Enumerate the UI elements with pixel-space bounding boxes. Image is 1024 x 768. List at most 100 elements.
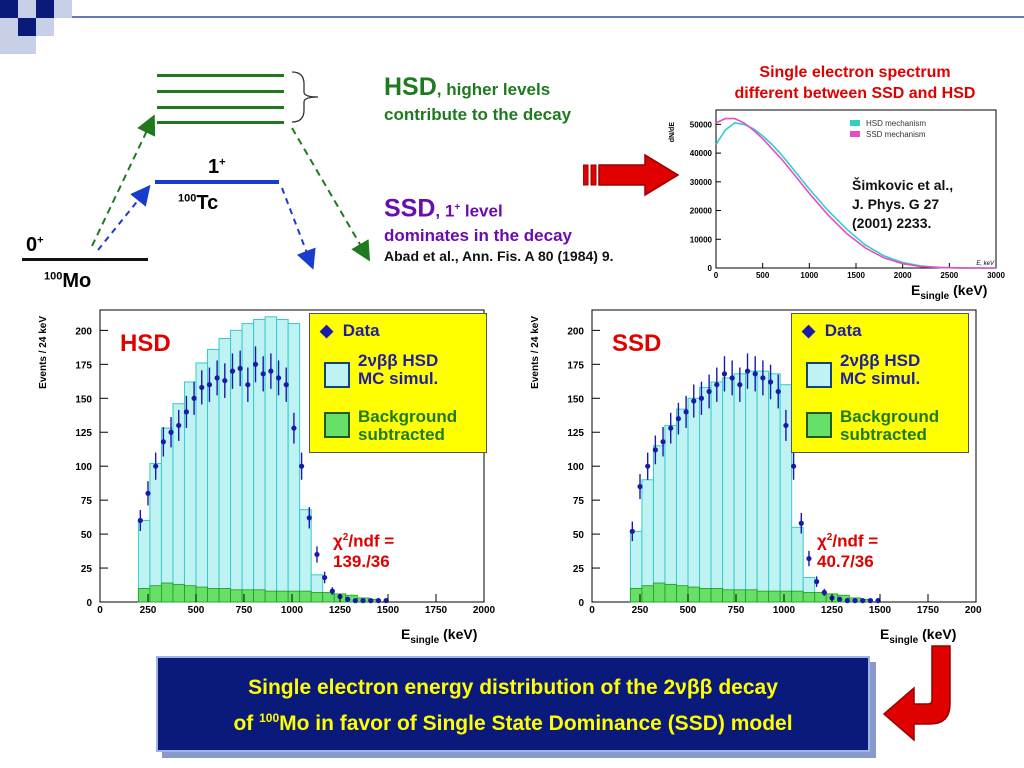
bg-swatch-icon [806, 412, 832, 438]
data-point [806, 555, 812, 562]
background-bar [676, 585, 689, 603]
ssd-legend: ◆ Data 2νββ HSD MC simul. Background subtr… [791, 313, 969, 453]
data-point [844, 598, 850, 604]
conclusion-banner: Single electron energy distribution of t… [156, 656, 870, 752]
x-tick-label: 1250 [821, 605, 844, 616]
legend-bg: Background subtracted [840, 407, 940, 444]
x-tick-label: 1750 [425, 605, 448, 616]
y-tick-label: 25 [573, 564, 585, 575]
legend-data: ◆ Data [802, 321, 862, 340]
x-tick-label: 1000 [800, 271, 818, 280]
mc-bar [664, 424, 677, 603]
red-arrow-icon [583, 153, 680, 197]
data-point [383, 598, 389, 604]
hsd-note: HSD, higher levels contribute to the dec… [384, 73, 572, 124]
background-bar [218, 588, 231, 603]
mc-swatch-icon [324, 362, 350, 388]
x-tick-label: 750 [728, 605, 745, 616]
legend-swatch [850, 131, 860, 137]
data-point [721, 371, 728, 377]
background-bar [310, 592, 324, 603]
higher-level-line [157, 121, 284, 124]
series-line-ssd [715, 117, 996, 269]
data-point [352, 598, 358, 604]
tc-level-line [155, 180, 279, 184]
y-tick-label: 200 [75, 326, 92, 337]
spectrum-reference: Šimkovic et al., J. Phys. G 27 (2001) 22… [852, 177, 954, 231]
y-tick-label: 150 [75, 394, 92, 405]
y-tick-label: 75 [81, 496, 93, 507]
mc-bar [641, 479, 654, 603]
data-point [314, 551, 320, 558]
y-tick-label: 150 [567, 394, 584, 405]
background-bar [802, 592, 816, 603]
background-bar [276, 590, 289, 603]
background-bar [184, 585, 197, 603]
x-tick-label: 3000 [987, 271, 1005, 280]
data-point [875, 598, 881, 604]
background-bar [687, 586, 700, 603]
data-point [791, 463, 797, 469]
data-point [637, 483, 643, 490]
x-tick-label: 1500 [377, 605, 400, 616]
data-point [153, 463, 159, 469]
background-bar [172, 583, 185, 603]
conclusion-line-1: Single electron energy distribution of t… [248, 676, 778, 699]
background-bar [149, 585, 162, 603]
x-tick-label: 500 [188, 605, 205, 616]
ssd-chi2-annotation: χ2/ndf = 40.7/36 [817, 531, 879, 571]
x-tick-label: 250 [632, 605, 649, 616]
spectrum-xlabel: Esingle (keV) [911, 282, 988, 302]
x-tick-label: 0 [589, 605, 595, 616]
corner-square [18, 36, 36, 54]
data-point [798, 520, 804, 526]
x-tick-label: 1500 [869, 605, 892, 616]
data-point [706, 388, 712, 395]
legend-data: ◆ Data [320, 321, 380, 340]
corner-square [18, 18, 36, 36]
background-bar [745, 589, 758, 603]
data-point [668, 425, 674, 431]
legend-entry: HSD mechanism [866, 119, 926, 128]
y-tick-label: 0 [578, 598, 584, 609]
higher-level-line [157, 106, 284, 109]
legend-swatch [850, 120, 860, 126]
legend-entry: SSD mechanism [866, 130, 926, 139]
data-marker-icon: ◆ [802, 321, 816, 340]
background-bar [299, 590, 312, 603]
y-tick-label: 25 [81, 564, 93, 575]
data-marker-icon: ◆ [320, 321, 334, 340]
tc-nucleus-label: 100Tc [178, 192, 219, 214]
data-point [199, 384, 205, 391]
data-point [729, 375, 735, 381]
corner-square [36, 18, 54, 36]
x-tick-label: 0 [714, 271, 719, 280]
mc-bar [722, 377, 735, 603]
data-point [691, 398, 697, 404]
y-tick-label: 30000 [690, 178, 713, 187]
y-tick-label: 0 [86, 598, 92, 609]
data-point [168, 429, 174, 435]
x-tick-label: 500 [756, 271, 770, 280]
ssd-panel-title: SSD [612, 330, 662, 357]
data-point [652, 447, 658, 453]
background-bar [779, 590, 793, 603]
mc-bar [756, 370, 770, 603]
data-point [299, 463, 305, 469]
corner-square [36, 0, 54, 18]
background-bar [264, 590, 278, 603]
arrow-mo-to-higher [91, 114, 156, 247]
mc-bar [287, 323, 301, 603]
spectrum-title: Single electron spectrum different betwe… [734, 64, 976, 102]
y-tick-label: 75 [573, 496, 585, 507]
data-point [183, 409, 189, 415]
data-point [237, 365, 243, 371]
arrow-higher-to-ru [291, 127, 371, 262]
data-point [814, 579, 820, 585]
background-bar [791, 590, 804, 603]
background-bar [161, 582, 174, 603]
mc-bar [733, 373, 747, 603]
legend-bg: Background subtracted [358, 407, 458, 444]
mc-bar [687, 397, 701, 603]
data-point [268, 368, 274, 374]
